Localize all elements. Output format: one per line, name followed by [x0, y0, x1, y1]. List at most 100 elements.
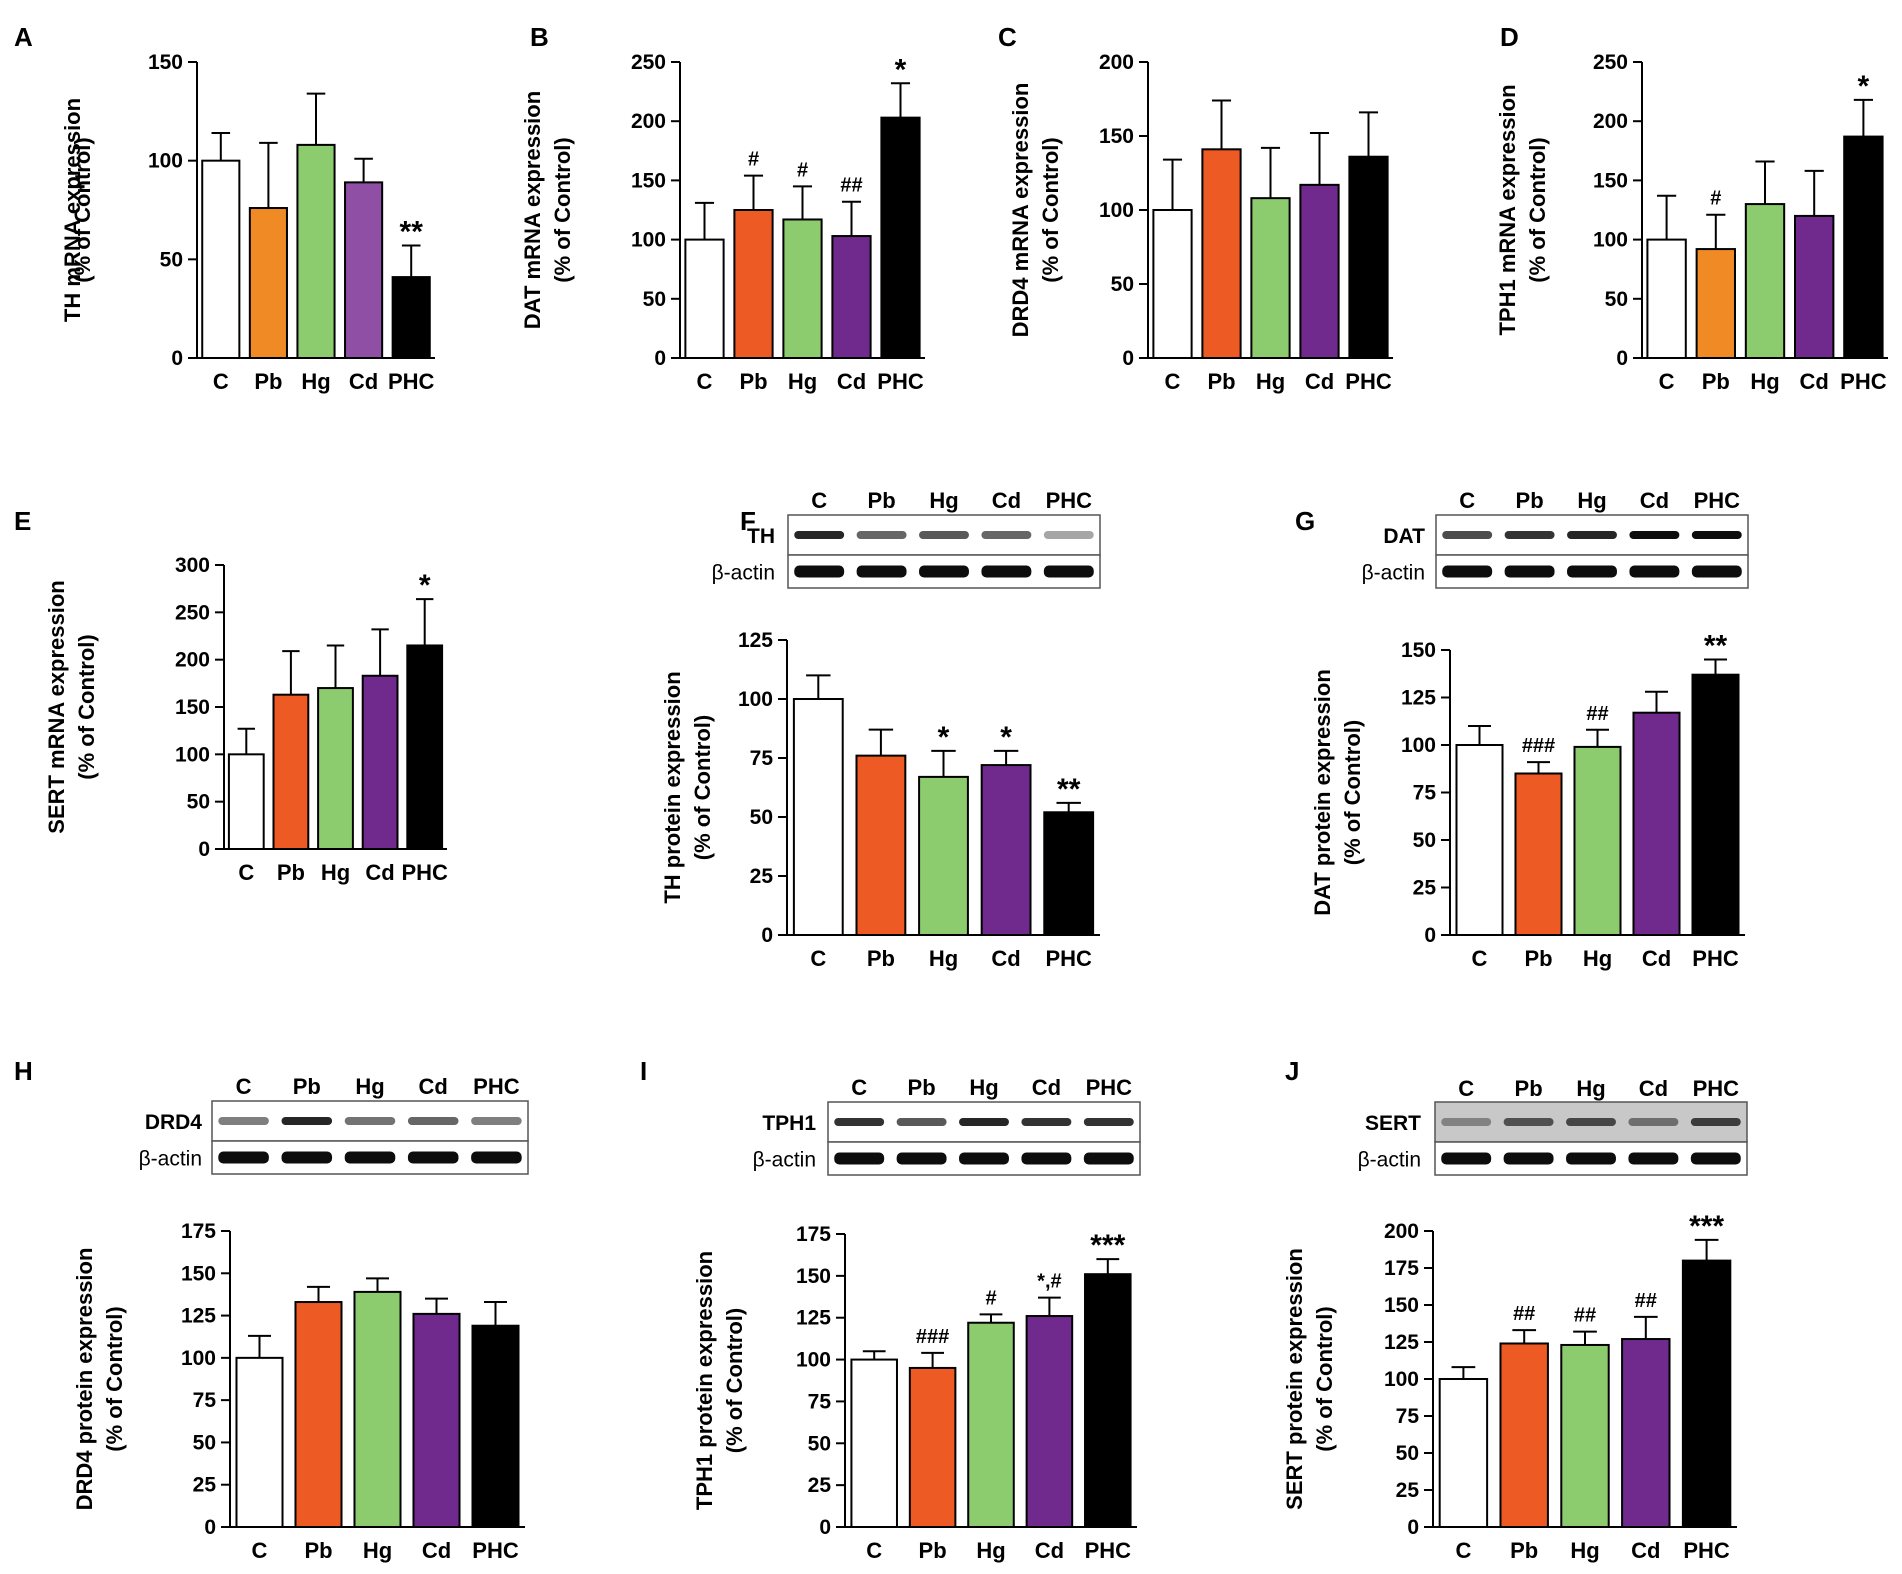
blot-band-target — [281, 1117, 333, 1125]
y-axis-title-line: (% of Control) — [550, 137, 575, 282]
y-tick-label: 100 — [796, 1349, 831, 1372]
significance-mark: ### — [916, 1326, 949, 1348]
x-tick-label: Cd — [365, 860, 394, 885]
significance-mark: ## — [1586, 703, 1608, 725]
x-tick-label: PHC — [1692, 946, 1739, 971]
panel-e: E 0 50 100 150 200 250 300 SERT mRNA expression(… — [14, 506, 448, 885]
bar-cd — [344, 181, 384, 359]
y-tick-label: 150 — [175, 696, 210, 719]
blot-band-actin — [959, 1152, 1009, 1165]
x-tick-label: PHC — [1045, 946, 1092, 971]
x-tick-label: Cd — [1631, 1538, 1660, 1563]
y-tick-label: 50 — [643, 288, 666, 311]
blot-loading-label: β-actin — [1362, 562, 1425, 585]
panel-a: A 0 50 100 150 TH mRNA expression(% of Contro… — [14, 22, 435, 394]
blot-band-actin — [407, 1151, 459, 1164]
blot-band-target — [218, 1117, 269, 1125]
bar-c — [1438, 1378, 1489, 1528]
x-tick-label: C — [252, 1538, 268, 1563]
significance-mark: # — [748, 149, 759, 171]
y-tick-label: 25 — [808, 1474, 832, 1497]
bar-pb — [1201, 148, 1242, 359]
blot-lane-label: Cd — [419, 1074, 448, 1099]
x-tick-label: PHC — [401, 860, 448, 885]
blot-lane-label: C — [1458, 1076, 1474, 1101]
x-tick-label: C — [1659, 369, 1675, 394]
x-tick-label: Pb — [1524, 946, 1552, 971]
y-axis-title-line: (% of Control) — [1038, 137, 1063, 282]
y-tick-label: 150 — [148, 51, 183, 74]
blot-band-target — [981, 531, 1032, 539]
y-axis-title-line: TH protein expression — [660, 671, 685, 903]
x-tick-label: C — [810, 946, 826, 971]
blot-band-actin — [1690, 1152, 1741, 1165]
bar-phc — [1043, 811, 1095, 937]
y-tick-label: 125 — [796, 1307, 831, 1330]
blot-band-target — [1628, 1118, 1679, 1126]
y-tick-label: 0 — [654, 347, 666, 370]
significance-mark: ** — [400, 216, 424, 249]
panel-label: I — [640, 1056, 647, 1086]
x-tick-label: Pb — [739, 369, 767, 394]
x-tick-label: Pb — [1510, 1538, 1538, 1563]
panel-f: F 0 25 50 75 100 125 TH protein expression (% of… — [660, 488, 1101, 971]
bar-cd — [361, 674, 399, 851]
panel-label: C — [998, 22, 1017, 52]
y-tick-label: 75 — [750, 747, 774, 770]
blot-band-actin — [1442, 565, 1493, 578]
significance-mark: ## — [1574, 1305, 1596, 1327]
x-tick-label: Hg — [1583, 946, 1612, 971]
panel-g: G 0 25 50 75 100 125 150 DAT protein expression(… — [1295, 488, 1749, 971]
bar-cd — [412, 1312, 461, 1528]
blot-band-target — [407, 1117, 459, 1125]
blot-band-target — [959, 1118, 1009, 1126]
significance-mark: # — [1710, 188, 1721, 210]
bar-c — [684, 238, 725, 360]
blot-lane-label: PHC — [1694, 488, 1741, 513]
blot-band-target — [834, 1118, 885, 1126]
x-tick-label: PHC — [1345, 369, 1392, 394]
bar-cd — [1025, 1315, 1074, 1529]
y-tick-label: 125 — [181, 1305, 216, 1328]
y-axis-title: DAT mRNA expression (% of Control) — [520, 91, 575, 329]
x-tick-label: PHC — [877, 369, 924, 394]
y-axis-title: SERT mRNA expression (% of Control) — [44, 580, 99, 833]
x-tick-label: Cd — [837, 369, 866, 394]
panel-j: J 0 25 50 75 100 125 150 175 200 SERT protein expr… — [1282, 1056, 1748, 1563]
y-axis-title-line: SERT mRNA expression — [44, 580, 69, 833]
x-tick-label: Cd — [1305, 369, 1334, 394]
blot-band-actin — [1083, 1152, 1134, 1165]
y-tick-label: 100 — [1401, 734, 1436, 757]
blot-loading-label: β-actin — [139, 1148, 202, 1171]
blot-lane-label: Hg — [1576, 1076, 1605, 1101]
x-tick-label: Cd — [991, 946, 1020, 971]
significance-mark: ** — [1704, 630, 1728, 663]
blot-lane-label: Pb — [908, 1075, 936, 1100]
y-tick-label: 50 — [187, 791, 210, 814]
blot-lane-label: Cd — [1640, 488, 1669, 513]
blot-lane-label: Cd — [992, 488, 1021, 513]
y-tick-label: 25 — [1396, 1479, 1420, 1502]
x-tick-label: PHC — [472, 1538, 519, 1563]
y-tick-label: 0 — [204, 1516, 216, 1539]
blot-band-target — [919, 531, 969, 539]
panel-label: G — [1295, 506, 1315, 536]
y-tick-label: 0 — [1424, 924, 1436, 947]
significance-mark: # — [797, 159, 808, 181]
y-axis-title-line: DAT mRNA expression — [520, 91, 545, 329]
panel-label: E — [14, 506, 31, 536]
x-tick-label: Hg — [976, 1538, 1005, 1563]
bar-pb — [248, 207, 288, 359]
x-tick-label: PHC — [1683, 1538, 1730, 1563]
y-tick-label: 200 — [1593, 110, 1628, 133]
bar-phc — [1348, 155, 1389, 359]
blot-band-target — [1021, 1118, 1072, 1126]
y-tick-label: 50 — [193, 1431, 216, 1454]
x-tick-label: Hg — [1570, 1538, 1599, 1563]
blot-lane-label: Hg — [355, 1074, 384, 1099]
significance-mark: # — [985, 1287, 996, 1309]
blot-band-actin — [1567, 565, 1617, 578]
blot-lane-label: Pb — [868, 488, 896, 513]
bar-hg — [317, 687, 354, 850]
bar-hg — [353, 1290, 402, 1529]
